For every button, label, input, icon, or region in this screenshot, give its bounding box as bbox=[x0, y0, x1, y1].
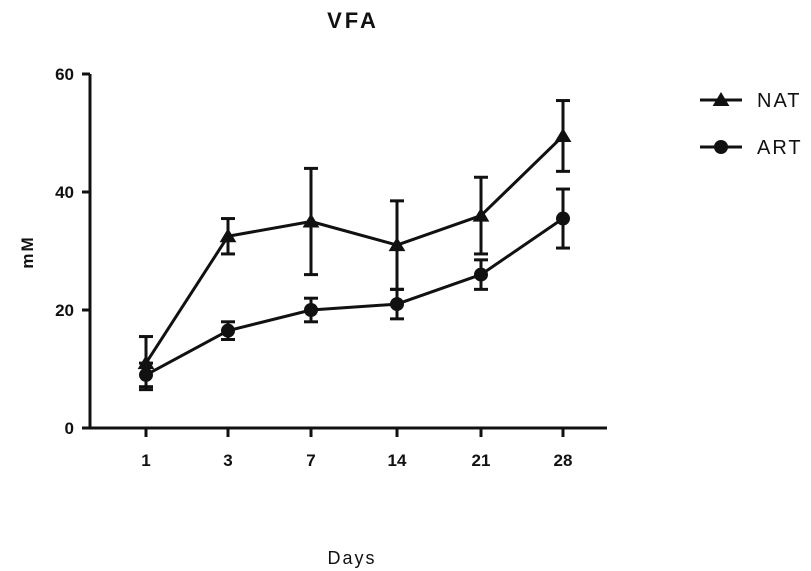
y-tick-label: 0 bbox=[65, 419, 74, 438]
legend-label-art: ART bbox=[757, 137, 803, 159]
data-point-art bbox=[221, 323, 235, 338]
data-point-art bbox=[139, 367, 153, 382]
x-tick-label: 7 bbox=[306, 451, 315, 470]
x-tick-label: 1 bbox=[141, 451, 150, 470]
x-tick-label: 28 bbox=[554, 451, 573, 470]
data-point-nat bbox=[554, 127, 572, 142]
x-tick-label: 14 bbox=[388, 451, 407, 470]
legend-marker-nat bbox=[712, 92, 730, 106]
legend: NAT ART bbox=[700, 90, 803, 159]
y-axis-label: mM bbox=[18, 235, 37, 268]
chart-title: VFA bbox=[327, 8, 379, 33]
series-line-nat bbox=[144, 134, 565, 364]
y-tick-label: 60 bbox=[55, 65, 74, 84]
legend-marker-art bbox=[714, 140, 728, 154]
data-point-nat bbox=[302, 213, 320, 228]
data-point-art bbox=[390, 297, 404, 312]
data-point-art bbox=[556, 211, 570, 226]
data-point-art bbox=[474, 267, 488, 282]
y-tick-label: 20 bbox=[55, 301, 74, 320]
x-tick-label: 21 bbox=[472, 451, 491, 470]
legend-label-nat: NAT bbox=[757, 90, 802, 112]
data-point-nat bbox=[219, 228, 237, 243]
plot-area: 0 20 40 60 1 3 7 14 21 28 bbox=[55, 65, 572, 470]
data-point-art bbox=[304, 303, 318, 317]
x-axis-label: Days bbox=[327, 548, 376, 568]
y-tick-label: 40 bbox=[55, 183, 74, 202]
data-point-nat bbox=[388, 237, 406, 252]
data-point-nat bbox=[472, 207, 490, 222]
series-line-art bbox=[145, 217, 564, 377]
x-tick-label: 3 bbox=[223, 451, 232, 470]
